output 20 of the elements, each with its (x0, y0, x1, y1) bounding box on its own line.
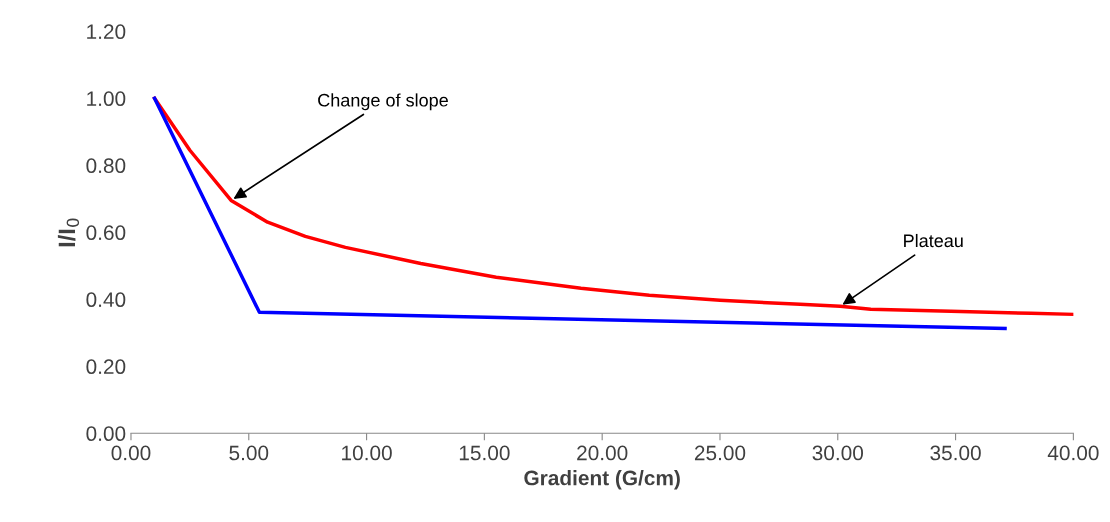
y-tick-label: 0.40 (86, 292, 126, 308)
x-tick-label: 15.00 (459, 445, 510, 461)
y-tick-label: 0.80 (86, 158, 126, 174)
y-tick-label: 0.00 (86, 426, 126, 442)
y-tick-label: 0.60 (86, 225, 126, 241)
y-tick-label: 1.00 (87, 91, 126, 107)
x-tick-label: 0.00 (111, 445, 151, 461)
x-tick-label: 30.00 (812, 445, 864, 461)
y-tick-label: 0.20 (86, 359, 126, 375)
x-axis-title: Gradient (G/cm) (524, 470, 680, 490)
x-tick-label: 25.00 (694, 445, 746, 461)
x-tick-label: 20.00 (577, 445, 628, 461)
annotation: Plateau (904, 233, 963, 248)
x-tick-label: 5.00 (229, 445, 269, 461)
y-tick-label: 1.20 (87, 24, 126, 40)
x-tick-label: 40.00 (1047, 445, 1099, 461)
annotation: Change of slope (318, 93, 448, 111)
x-tick-label: 35.00 (930, 445, 981, 461)
x-tick-label: 10.00 (342, 445, 392, 461)
y-axis-title: I/I$_{0}$ (57, 218, 80, 247)
